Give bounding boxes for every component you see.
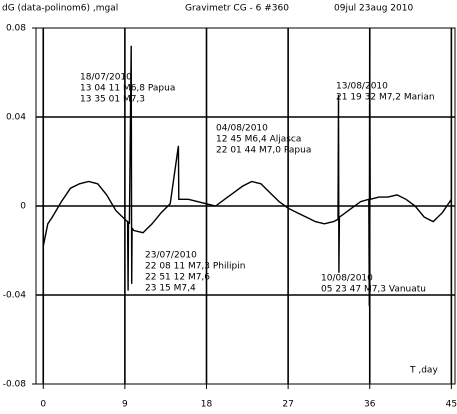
annotation: 21 19 32 M7,2 Marian	[336, 93, 435, 103]
y-tick-label: 0.08	[6, 24, 26, 34]
x-tick-label: 27	[282, 400, 293, 410]
x-tick-label: 9	[122, 400, 128, 410]
y-tick-label: -0.04	[3, 291, 27, 301]
x-tick-label: 45	[446, 400, 457, 410]
x-tick-label: 18	[201, 400, 213, 410]
x-tick-label: 36	[364, 400, 376, 410]
data-line	[42, 45, 452, 307]
header-text: Gravimetr CG - 6 #360	[185, 4, 289, 14]
annotation: 13/08/2010	[336, 82, 388, 92]
header-text: 09jul 23aug 2010	[334, 4, 413, 14]
header-text: dG (data-polinom6) ,mgal	[2, 4, 118, 14]
annotation: 23/07/2010	[145, 251, 197, 261]
annotation: 13 04 11 M6,8 Papua	[80, 84, 175, 94]
x-tick-label: 0	[40, 400, 46, 410]
y-tick-label: 0.04	[6, 113, 26, 123]
annotation: 10/08/2010	[321, 274, 373, 284]
annotation: 12 45 M6,4 Aljasca	[216, 135, 301, 145]
y-tick-label: 0	[20, 202, 26, 212]
annotation: 05 23 47 M7,3 Vanuatu	[321, 285, 426, 295]
annotation: 04/08/2010	[216, 124, 268, 134]
x-axis-label: T ,day	[409, 366, 438, 376]
annotation: 22 01 44 M7,0 Papua	[216, 146, 311, 156]
annotation: 18/07/2010	[80, 73, 132, 83]
y-tick-label: -0.08	[3, 380, 27, 390]
annotation: 13 35 01 M7,3	[80, 95, 145, 105]
annotation: 22 51 12 M7,6	[145, 273, 210, 283]
annotation: 22 08 11 M7,3 Philipin	[145, 262, 245, 272]
annotation: 23 15 M7,4	[145, 284, 196, 294]
